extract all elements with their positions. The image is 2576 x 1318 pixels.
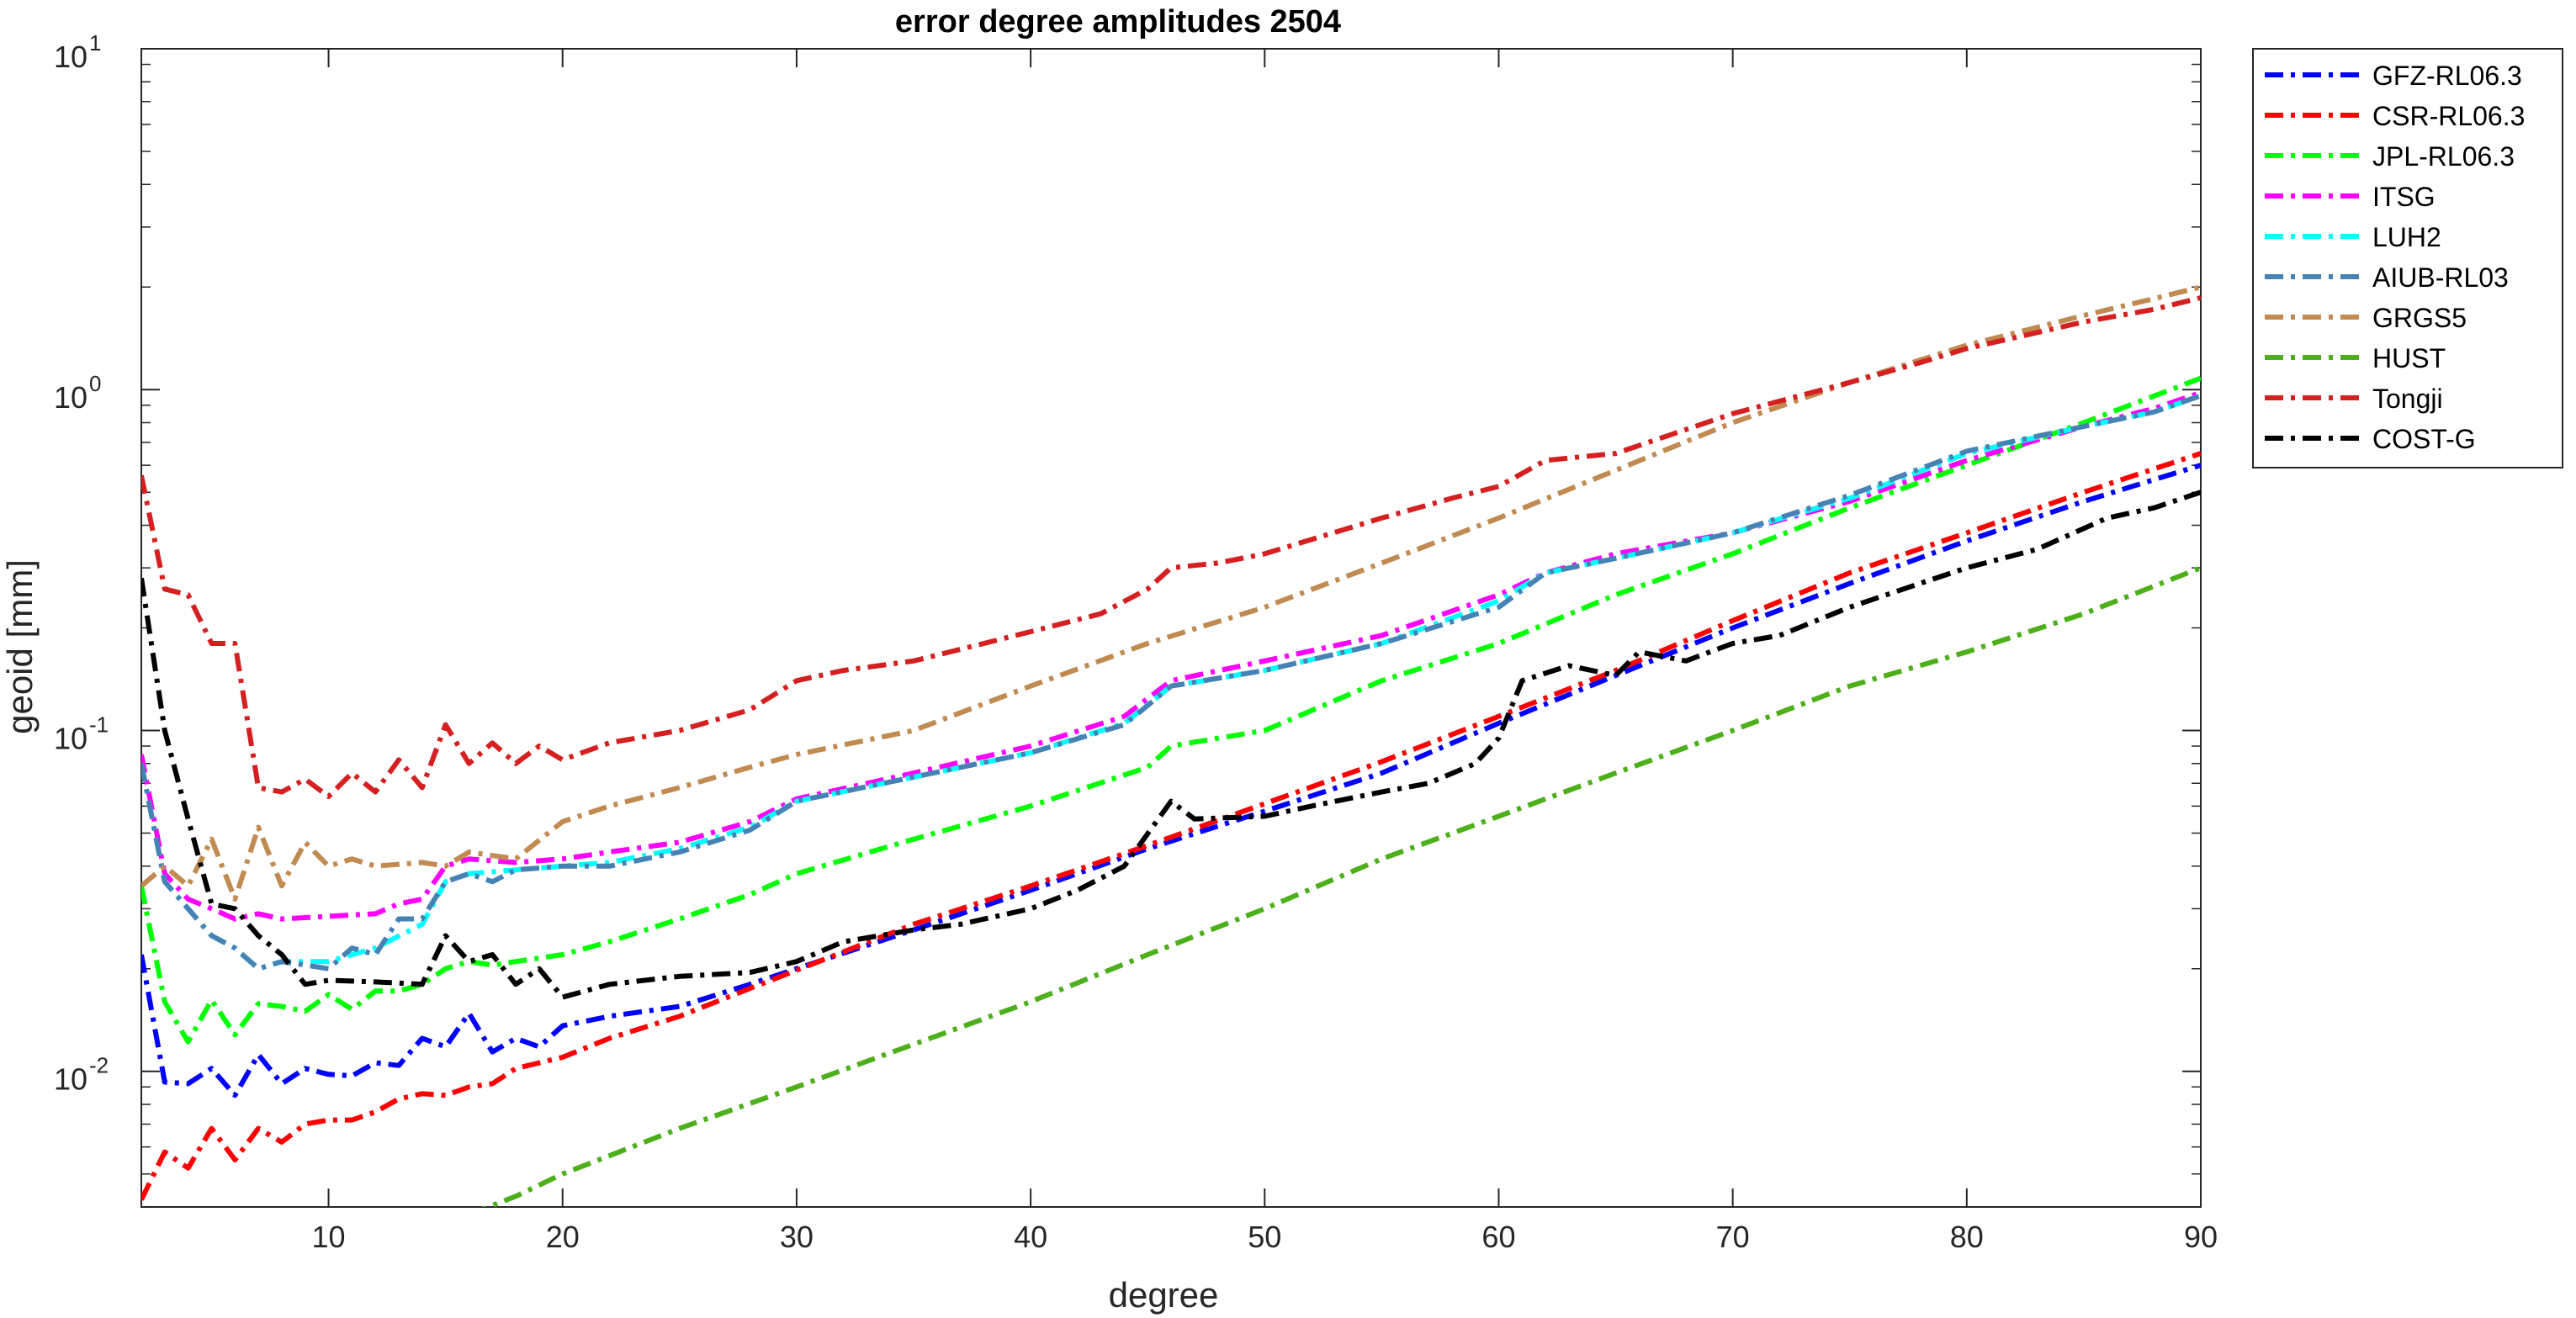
legend-label-itsg: ITSG (2372, 182, 2436, 212)
series-line-grgs5 (141, 284, 2201, 902)
legend-label-tongji: Tongji (2372, 384, 2443, 414)
legend-label-grgs5: GRGS5 (2372, 303, 2467, 333)
series-line-aiub-rl03 (141, 393, 2201, 971)
y-tick-label-exponent: 0 (89, 371, 101, 396)
series-group (141, 284, 2201, 1207)
y-tick-label-base: 10 (54, 380, 87, 415)
chart-title: error degree amplitudes 2504 (895, 4, 1341, 40)
y-tick-label-base: 10 (54, 40, 87, 74)
legend-label-cost-g: COST-G (2372, 424, 2476, 454)
y-axis-title: geoid [mm] (0, 559, 40, 734)
y-tick-label-exponent: 1 (89, 30, 101, 56)
x-tick-label: 30 (780, 1220, 814, 1254)
series-line-hust (481, 565, 2201, 1207)
y-tick-label-base: 10 (54, 1062, 87, 1097)
legend-label-luh2: LUH2 (2372, 222, 2441, 252)
y-tick-label-exponent: -1 (89, 712, 109, 737)
series-line-csr-rl06-3 (141, 451, 2201, 1201)
legend: GFZ-RL06.3 CSR-RL06.3 JPL-RL06.3 ITSG LUH2 AI… (2252, 48, 2563, 468)
x-tick-label: 40 (1014, 1220, 1047, 1254)
legend-label-gfz-rl06-3: GFZ-RL06.3 (2372, 61, 2522, 91)
legend-label-jpl-rl06-3: JPL-RL06.3 (2372, 141, 2515, 172)
x-tick-label: 50 (1248, 1220, 1281, 1254)
x-tick-label: 80 (1950, 1220, 1984, 1254)
x-axis-title: degree (1109, 1275, 1219, 1315)
series-line-cost-g (141, 490, 2201, 1000)
x-tick-label: 90 (2184, 1220, 2218, 1254)
legend-label-hust: HUST (2372, 343, 2446, 373)
y-tick-label-exponent: -2 (89, 1053, 109, 1078)
y-tick-label-base: 10 (54, 721, 87, 755)
x-tick-label: 20 (546, 1220, 580, 1254)
x-tick-label: 10 (312, 1220, 346, 1254)
legend-label-aiub-rl03: AIUB-RL03 (2372, 262, 2509, 293)
series-line-jpl-rl06-3 (141, 375, 2201, 1045)
series-line-tongji (141, 295, 2201, 799)
x-tick-label: 60 (1481, 1220, 1515, 1254)
legend-label-csr-rl06-3: CSR-RL06.3 (2372, 101, 2525, 131)
x-tick-label: 70 (1716, 1220, 1750, 1254)
